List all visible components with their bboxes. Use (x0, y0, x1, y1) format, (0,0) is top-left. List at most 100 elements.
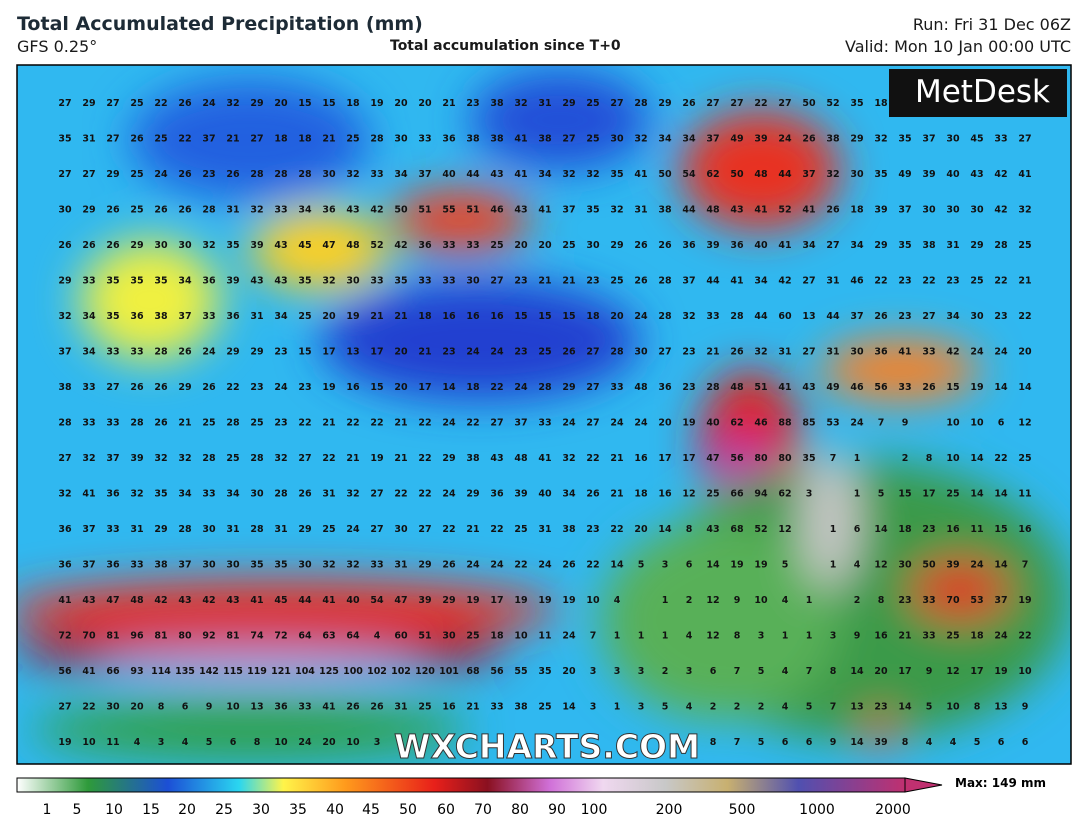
grid-value: 26 (562, 347, 576, 358)
grid-value: 49 (826, 382, 839, 393)
grid-value: 34 (298, 205, 312, 216)
grid-value: 33 (610, 382, 623, 393)
colorbar-label: 5 (73, 802, 82, 818)
grid-value: 43 (490, 453, 503, 464)
grid-value: 36 (418, 240, 432, 251)
grid-value: 8 (158, 702, 165, 713)
grid-value: 14 (850, 666, 864, 677)
grid-value: 1 (830, 560, 837, 571)
grid-value: 27 (58, 702, 71, 713)
grid-value: 41 (538, 453, 551, 464)
grid-value: 26 (106, 205, 120, 216)
grid-value: 21 (226, 134, 239, 145)
grid-value: 8 (710, 737, 717, 748)
grid-value: 41 (322, 702, 335, 713)
grid-value: 42 (394, 240, 407, 251)
grid-value: 44 (754, 311, 768, 322)
grid-value: 41 (514, 134, 527, 145)
grid-value: 30 (346, 276, 360, 287)
grid-value: 23 (250, 382, 263, 393)
grid-value: 45 (298, 240, 311, 251)
grid-value: 23 (442, 347, 455, 358)
grid-value: 52 (778, 205, 791, 216)
grid-value: 26 (634, 276, 648, 287)
grid-value: 54 (370, 595, 384, 606)
grid-value: 22 (178, 134, 191, 145)
grid-value: 18 (418, 311, 432, 322)
grid-value: 32 (178, 453, 191, 464)
grid-value: 44 (682, 205, 696, 216)
grid-value: 32 (634, 134, 647, 145)
grid-value: 36 (202, 276, 216, 287)
grid-value: 32 (226, 98, 239, 109)
grid-value: 72 (58, 631, 71, 642)
grid-value: 4 (614, 595, 621, 606)
grid-value: 30 (202, 560, 216, 571)
grid-value: 20 (322, 311, 336, 322)
grid-value: 34 (274, 311, 288, 322)
grid-value: 28 (370, 134, 384, 145)
grid-value: 23 (514, 347, 527, 358)
grid-value: 25 (490, 240, 503, 251)
grid-value: 27 (658, 347, 671, 358)
grid-value: 35 (898, 134, 911, 145)
grid-value: 47 (394, 595, 407, 606)
grid-value: 17 (970, 666, 983, 677)
grid-value: 23 (298, 382, 311, 393)
grid-value: 27 (802, 347, 815, 358)
grid-value: 32 (130, 489, 143, 500)
grid-value: 41 (322, 595, 335, 606)
grid-value: 23 (898, 311, 911, 322)
grid-value: 24 (346, 524, 360, 535)
grid-value: 16 (442, 702, 456, 713)
grid-value: 32 (754, 347, 767, 358)
grid-value: 10 (946, 418, 960, 429)
grid-value: 46 (850, 382, 864, 393)
grid-value: 63 (322, 631, 335, 642)
grid-value: 38 (154, 311, 168, 322)
grid-value: 34 (682, 134, 696, 145)
grid-value: 43 (274, 276, 287, 287)
grid-value: 22 (418, 418, 431, 429)
grid-value: 9 (1022, 702, 1029, 713)
grid-value: 6 (782, 737, 789, 748)
colorbar-label: 40 (326, 802, 344, 818)
grid-value: 21 (538, 276, 551, 287)
grid-value: 45 (970, 134, 983, 145)
grid-value: 39 (874, 205, 887, 216)
grid-value: 74 (250, 631, 264, 642)
grid-value: 37 (922, 134, 935, 145)
grid-value: 50 (802, 98, 816, 109)
grid-value: 23 (994, 311, 1007, 322)
colorbar-label: 500 (729, 802, 756, 818)
grid-value: 38 (58, 382, 72, 393)
grid-value: 17 (922, 489, 935, 500)
grid-value: 44 (466, 169, 480, 180)
grid-value: 27 (562, 134, 575, 145)
grid-value: 32 (346, 560, 359, 571)
grid-value: 33 (490, 702, 503, 713)
grid-value: 56 (58, 666, 72, 677)
grid-value: 25 (466, 631, 479, 642)
grid-value: 43 (970, 169, 983, 180)
grid-value: 27 (826, 240, 839, 251)
grid-value: 51 (754, 382, 767, 393)
grid-value: 31 (946, 240, 959, 251)
grid-value: 33 (418, 134, 431, 145)
grid-value: 23 (946, 276, 959, 287)
grid-value: 28 (130, 418, 144, 429)
grid-value: 43 (514, 205, 527, 216)
grid-value: 33 (130, 347, 143, 358)
grid-value: 43 (82, 595, 95, 606)
grid-value: 30 (946, 134, 960, 145)
grid-value: 35 (538, 666, 551, 677)
grid-value: 22 (994, 276, 1007, 287)
grid-value: 33 (106, 347, 119, 358)
grid-value: 16 (346, 382, 360, 393)
grid-value: 21 (610, 453, 623, 464)
grid-value: 37 (514, 418, 527, 429)
grid-value: 32 (514, 98, 527, 109)
colorbar-label: 30 (252, 802, 270, 818)
grid-value: 41 (898, 347, 911, 358)
